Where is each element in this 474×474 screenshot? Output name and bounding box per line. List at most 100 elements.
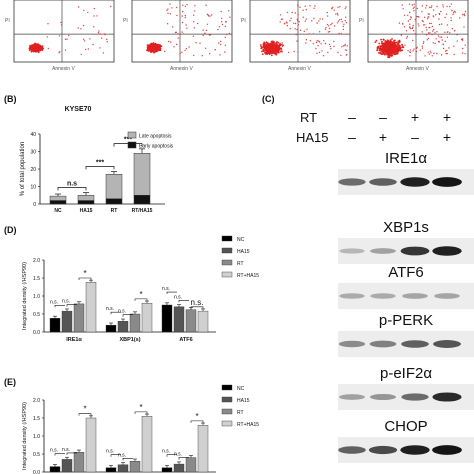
event-dot <box>403 26 406 28</box>
event-dot <box>328 25 330 27</box>
event-dot <box>460 38 463 41</box>
event-dot <box>438 18 440 20</box>
event-dot <box>206 23 209 25</box>
panel-e-label: (E) <box>4 377 16 387</box>
event-dot <box>449 32 451 34</box>
event-dot <box>297 5 299 7</box>
event-dot <box>398 45 401 47</box>
event-dot <box>433 52 435 54</box>
event-dot <box>166 23 169 25</box>
event-dot <box>285 21 288 23</box>
event-dot <box>433 9 435 11</box>
flow-x-label: Annexin V <box>170 66 193 72</box>
event-dot <box>441 39 443 41</box>
event-dot <box>343 23 345 25</box>
event-dot <box>333 45 335 48</box>
event-dot <box>270 45 272 48</box>
event-dot <box>337 20 340 22</box>
event-dot <box>270 54 273 57</box>
significance-label: n.s. <box>106 306 114 312</box>
y-tick-label: 2.0 <box>33 258 40 264</box>
event-dot <box>437 35 440 37</box>
event-dot <box>41 45 44 47</box>
event-dot <box>329 30 331 33</box>
event-dot <box>329 45 332 48</box>
event-dot <box>289 20 291 22</box>
event-dot <box>276 43 279 46</box>
event-dot <box>218 26 221 28</box>
flow-y-label: PI <box>123 18 128 24</box>
event-dot <box>58 52 60 54</box>
event-dot <box>193 54 195 57</box>
event-dot <box>158 47 161 50</box>
event-dot <box>407 20 410 22</box>
y-tick-label: 20 <box>30 167 36 173</box>
x-tick-label: RT <box>111 208 118 214</box>
event-dot <box>398 40 401 43</box>
event-dot <box>294 28 296 30</box>
event-dot <box>272 46 275 49</box>
event-dot <box>219 43 222 46</box>
event-dot <box>391 38 393 40</box>
event-dot <box>181 15 183 17</box>
bar-rt <box>129 460 141 473</box>
event-dot <box>172 26 174 28</box>
event-dot <box>82 38 85 40</box>
event-dot <box>309 40 312 42</box>
event-dot <box>262 48 265 51</box>
event-dot <box>315 47 317 50</box>
event-dot <box>432 28 435 31</box>
density-chart-e: 0.0 0.5 1.0 1.5 2.0 Integrated density (/HSP9… <box>22 384 259 474</box>
event-dot <box>337 14 339 16</box>
legend-label: Late apoptosis <box>139 134 172 140</box>
y-tick-label: 40 <box>30 132 36 138</box>
event-dot <box>321 50 323 52</box>
event-dot <box>87 11 89 14</box>
event-dot <box>425 34 428 36</box>
significance-bracket <box>66 452 77 455</box>
event-dot <box>418 25 420 27</box>
event-dot <box>425 4 428 7</box>
event-dot <box>431 55 433 57</box>
event-dot <box>463 14 466 17</box>
event-dot <box>392 41 395 44</box>
event-dot <box>315 41 318 44</box>
event-dot <box>401 4 403 6</box>
event-dot <box>83 9 85 12</box>
event-dot <box>389 41 392 44</box>
event-dot <box>228 32 231 35</box>
event-dot <box>444 31 446 33</box>
event-dot <box>404 44 406 46</box>
event-dot <box>281 18 283 20</box>
event-dot <box>290 17 292 19</box>
event-dot <box>221 17 223 20</box>
event-dot <box>391 45 394 48</box>
event-dot <box>400 34 403 36</box>
event-dot <box>326 11 328 14</box>
event-dot <box>432 15 434 17</box>
bar-early-apoptosis <box>77 200 95 205</box>
event-dot <box>344 49 347 51</box>
event-dot <box>434 32 436 34</box>
event-dot <box>273 48 275 51</box>
event-dot <box>155 49 158 52</box>
event-dot <box>330 24 332 26</box>
blot-band <box>432 392 462 402</box>
event-dot <box>461 52 464 54</box>
event-dot <box>456 40 458 42</box>
event-dot <box>423 16 426 18</box>
significance-label: n.s. <box>191 298 204 307</box>
bar-late-apoptosis <box>105 174 123 199</box>
event-dot <box>314 5 316 7</box>
event-dot <box>38 46 41 49</box>
bar-nc <box>161 467 173 473</box>
event-dot <box>194 5 196 7</box>
event-dot <box>304 20 306 22</box>
event-dot <box>431 33 433 36</box>
event-dot <box>153 44 156 46</box>
event-dot <box>311 20 313 22</box>
event-dot <box>342 45 345 47</box>
event-dot <box>261 53 264 56</box>
event-dot <box>186 3 188 6</box>
blot-band <box>433 340 461 348</box>
